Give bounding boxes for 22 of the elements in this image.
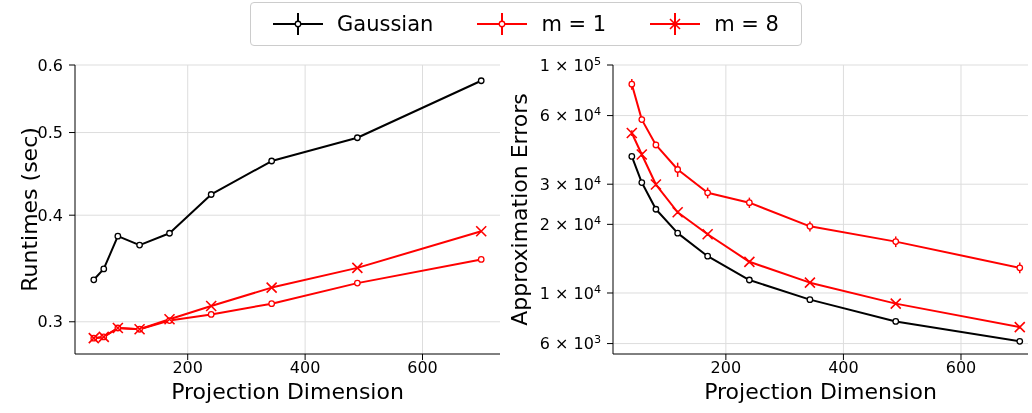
y-tick-label: 0.3 xyxy=(37,312,63,332)
x-tick-label: 400 xyxy=(828,358,859,378)
x-tick-label: 200 xyxy=(710,358,742,378)
legend-label: m = 1 xyxy=(541,12,607,36)
x-tick-label: 400 xyxy=(289,358,321,378)
y-tick-label: 2 × 10$^{4}$ xyxy=(539,213,601,234)
y-tick-label: 0.5 xyxy=(37,123,63,143)
legend-label: m = 8 xyxy=(714,12,779,36)
x-tick-label: 200 xyxy=(172,358,203,378)
y-tick-label: 3 × 10$^{4}$ xyxy=(539,173,601,194)
y-tick-label: 6 × 10$^{4}$ xyxy=(539,104,601,126)
x-axis-title: Projection Dimension xyxy=(704,379,937,404)
y-tick-label: 0.6 xyxy=(37,55,63,75)
y-axis-title: Approximation Errors xyxy=(506,93,532,326)
x-tick-label: 600 xyxy=(945,358,977,378)
legend-label: Gaussian xyxy=(337,12,434,36)
y-tick-label: 1 × 10$^{4}$ xyxy=(539,282,601,303)
y-tick-label: 0.4 xyxy=(37,205,63,225)
x-axis-title: Projection Dimension xyxy=(171,379,404,404)
x-tick-label: 600 xyxy=(407,358,438,378)
y-tick-label: 6 × 10$^{3}$ xyxy=(539,332,601,354)
y-tick-label: 1 × 10$^{5}$ xyxy=(539,54,601,75)
